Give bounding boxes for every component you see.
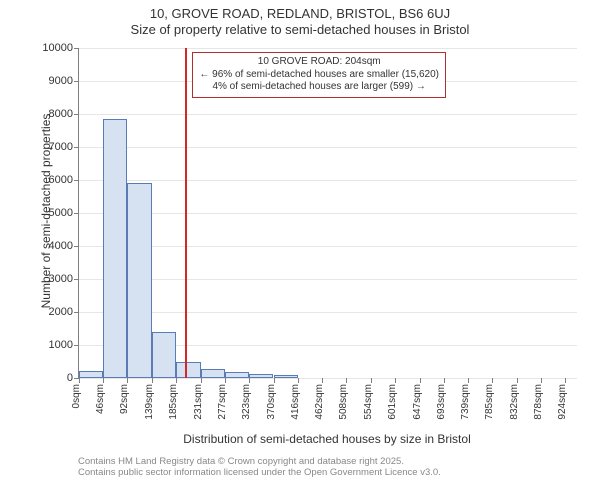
- y-tick-label: 6000: [49, 174, 79, 186]
- x-tick-label: 370sqm: [266, 384, 277, 420]
- x-tick-label: 785sqm: [484, 384, 495, 420]
- x-tick-mark: [565, 378, 566, 383]
- title-line-2: Size of property relative to semi-detach…: [0, 22, 600, 38]
- gridline: [79, 312, 577, 313]
- x-tick-mark: [79, 378, 80, 383]
- y-tick-label: 2000: [49, 306, 79, 318]
- chart-container: 10, GROVE ROAD, REDLAND, BRISTOL, BS6 6U…: [0, 0, 600, 500]
- x-tick-label: 46sqm: [95, 384, 106, 414]
- gridline: [79, 279, 577, 280]
- x-tick-label: 323sqm: [241, 384, 252, 420]
- attribution-line-2: Contains public sector information licen…: [78, 467, 441, 478]
- annotation-line: ← 96% of semi-detached houses are smalle…: [199, 69, 439, 82]
- x-tick-mark: [152, 378, 153, 383]
- annotation-line: 4% of semi-detached houses are larger (5…: [199, 81, 439, 94]
- x-tick-mark: [176, 378, 177, 383]
- x-tick-mark: [517, 378, 518, 383]
- x-tick-mark: [468, 378, 469, 383]
- gridline: [79, 48, 577, 49]
- y-tick-label: 1000: [49, 339, 79, 351]
- x-tick-label: 924sqm: [557, 384, 568, 420]
- histogram-bar: [127, 183, 151, 378]
- x-tick-label: 185sqm: [168, 384, 179, 420]
- x-tick-mark: [322, 378, 323, 383]
- x-tick-label: 601sqm: [387, 384, 398, 420]
- x-tick-label: 739sqm: [460, 384, 471, 420]
- x-tick-mark: [395, 378, 396, 383]
- x-tick-mark: [249, 378, 250, 383]
- attribution-text: Contains HM Land Registry data © Crown c…: [78, 456, 441, 479]
- title-line-1: 10, GROVE ROAD, REDLAND, BRISTOL, BS6 6U…: [0, 6, 600, 22]
- x-tick-label: 647sqm: [412, 384, 423, 420]
- x-tick-mark: [127, 378, 128, 383]
- x-tick-mark: [225, 378, 226, 383]
- x-tick-mark: [492, 378, 493, 383]
- x-tick-label: 277sqm: [217, 384, 228, 420]
- x-tick-mark: [274, 378, 275, 383]
- gridline: [79, 378, 577, 379]
- x-tick-mark: [346, 378, 347, 383]
- y-tick-label: 7000: [49, 141, 79, 153]
- y-tick-label: 8000: [49, 108, 79, 120]
- chart-title: 10, GROVE ROAD, REDLAND, BRISTOL, BS6 6U…: [0, 6, 600, 37]
- x-tick-label: 508sqm: [338, 384, 349, 420]
- x-tick-mark: [420, 378, 421, 383]
- gridline: [79, 246, 577, 247]
- x-tick-label: 693sqm: [436, 384, 447, 420]
- x-tick-label: 231sqm: [193, 384, 204, 420]
- y-tick-label: 5000: [49, 207, 79, 219]
- x-tick-mark: [201, 378, 202, 383]
- x-tick-label: 554sqm: [363, 384, 374, 420]
- x-tick-label: 462sqm: [314, 384, 325, 420]
- x-axis-label: Distribution of semi-detached houses by …: [78, 432, 576, 446]
- gridline: [79, 213, 577, 214]
- x-tick-label: 92sqm: [119, 384, 130, 414]
- histogram-bar: [201, 369, 225, 378]
- gridline: [79, 147, 577, 148]
- y-tick-label: 4000: [49, 240, 79, 252]
- y-tick-label: 10000: [42, 42, 79, 54]
- histogram-bar: [249, 374, 273, 378]
- annotation-line: 10 GROVE ROAD: 204sqm: [199, 56, 439, 69]
- histogram-bar: [274, 375, 298, 378]
- x-tick-label: 139sqm: [144, 384, 155, 420]
- x-tick-mark: [444, 378, 445, 383]
- histogram-bar: [176, 362, 200, 378]
- x-tick-mark: [371, 378, 372, 383]
- highlight-marker-line: [185, 48, 187, 378]
- x-tick-mark: [541, 378, 542, 383]
- histogram-bar: [152, 332, 176, 378]
- x-tick-mark: [298, 378, 299, 383]
- y-tick-label: 9000: [49, 75, 79, 87]
- plot-area: 0100020003000400050006000700080009000100…: [78, 48, 577, 379]
- attribution-line-1: Contains HM Land Registry data © Crown c…: [78, 456, 441, 467]
- x-tick-label: 878sqm: [533, 384, 544, 420]
- histogram-bar: [103, 119, 127, 378]
- gridline: [79, 180, 577, 181]
- x-tick-mark: [103, 378, 104, 383]
- annotation-box: 10 GROVE ROAD: 204sqm← 96% of semi-detac…: [192, 52, 446, 98]
- gridline: [79, 114, 577, 115]
- y-tick-label: 0: [67, 372, 79, 384]
- x-tick-label: 0sqm: [71, 384, 82, 408]
- y-tick-label: 3000: [49, 273, 79, 285]
- x-tick-label: 832sqm: [509, 384, 520, 420]
- x-tick-label: 416sqm: [290, 384, 301, 420]
- histogram-bar: [225, 372, 249, 378]
- histogram-bar: [79, 371, 103, 378]
